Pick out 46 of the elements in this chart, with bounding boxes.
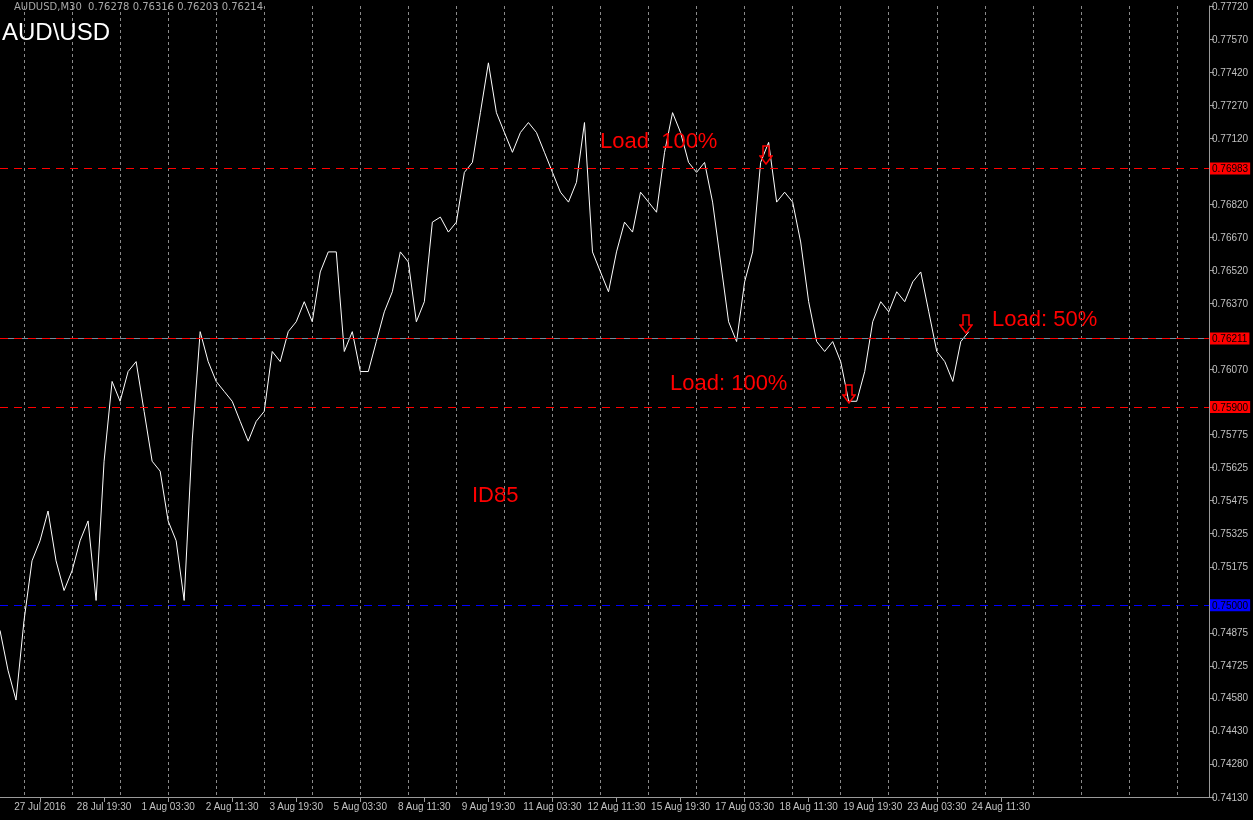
- y-tick-label: 0.75775: [1212, 429, 1249, 441]
- x-tick-label: 2 Aug 11:30: [205, 800, 259, 812]
- y-tick-label: 0.75175: [1212, 561, 1249, 573]
- x-tick-label: 27 Jul 2016: [14, 800, 67, 812]
- x-tick-label: 1 Aug 03:30: [141, 800, 196, 812]
- x-tick-label: 24 Aug 11:30: [971, 800, 1031, 812]
- x-tick-label: 17 Aug 03:30: [715, 800, 775, 812]
- y-tick-label: 0.76070: [1212, 364, 1249, 376]
- x-tick-label: 18 Aug 11:30: [779, 800, 839, 812]
- y-tick-label: 0.77120: [1212, 132, 1249, 144]
- chart-subtitle: AUDUSD,M30 0.76278 0.76316 0.76203 0.76214: [14, 1, 264, 12]
- x-tick-label: 19 Aug 19:30: [843, 800, 903, 812]
- y-tick-label: 0.74430: [1212, 725, 1249, 737]
- x-tick-label: 9 Aug 19:30: [461, 800, 516, 812]
- x-tick-label: 3 Aug 19:30: [269, 800, 324, 812]
- y-tick-label: 0.74130: [1212, 791, 1249, 803]
- ref-line-label: 0.75900: [1212, 401, 1249, 413]
- x-tick-label: 11 Aug 03:30: [523, 800, 582, 812]
- ref-line-label: 0.76983: [1212, 162, 1249, 174]
- y-tick-label: 0.74580: [1212, 692, 1249, 704]
- ref-line-label: 0.75000: [1212, 599, 1249, 611]
- x-tick-label: 23 Aug 03:30: [907, 800, 967, 812]
- x-tick-label: 28 Jul 19:30: [76, 800, 132, 812]
- ref-line-label: 0.76211: [1212, 332, 1248, 344]
- x-tick-label: 15 Aug 19:30: [651, 800, 711, 812]
- annotation: Load: 100%: [670, 370, 788, 396]
- annotation: ID85: [472, 482, 519, 508]
- annotation: Load: 50%: [992, 306, 1098, 332]
- y-tick-label: 0.74725: [1212, 660, 1249, 672]
- y-tick-label: 0.76670: [1212, 231, 1249, 243]
- y-tick-label: 0.75475: [1212, 495, 1249, 507]
- y-tick-label: 0.74280: [1212, 758, 1249, 770]
- y-tick-label: 0.76520: [1212, 264, 1249, 276]
- y-tick-label: 0.74875: [1212, 627, 1249, 639]
- y-tick-label: 0.77570: [1212, 33, 1249, 45]
- x-tick-label: 8 Aug 11:30: [398, 800, 452, 812]
- y-tick-label: 0.77720: [1212, 0, 1249, 12]
- y-tick-label: 0.77270: [1212, 99, 1249, 111]
- y-tick-label: 0.75625: [1212, 462, 1249, 474]
- y-tick-label: 0.76370: [1212, 297, 1249, 309]
- x-tick-label: 12 Aug 11:30: [587, 800, 647, 812]
- y-tick-label: 0.75325: [1212, 528, 1249, 540]
- x-tick-label: 5 Aug 03:30: [333, 800, 388, 812]
- text: AUD\USD: [2, 18, 111, 46]
- y-tick-label: 0.77420: [1212, 66, 1249, 78]
- y-tick-label: 0.76820: [1212, 198, 1249, 210]
